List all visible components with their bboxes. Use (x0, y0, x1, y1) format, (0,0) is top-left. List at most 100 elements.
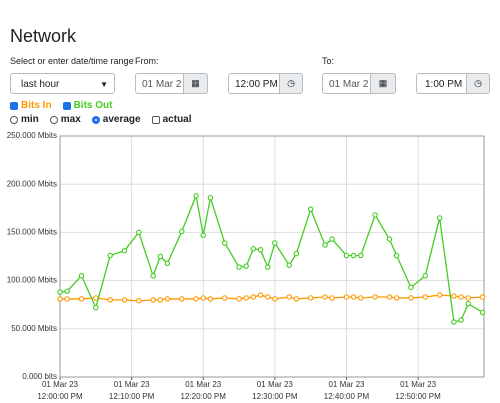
checkbox[interactable] (10, 101, 18, 110)
data-point (243, 263, 249, 269)
x-tick-label: 12:10:00 PM (109, 392, 155, 401)
data-point (293, 296, 300, 302)
data-point (458, 317, 464, 323)
data-point (307, 295, 314, 301)
data-point (236, 264, 242, 270)
data-point (272, 296, 278, 302)
data-point (200, 295, 206, 301)
mode-label: average (102, 114, 141, 125)
x-tick-label: 01 Mar 23 (400, 380, 437, 389)
series-name: Bits Out (73, 100, 113, 111)
data-point (322, 242, 328, 248)
data-point (436, 292, 443, 298)
range-select[interactable]: last hour ▼ (10, 73, 115, 94)
data-point (264, 264, 271, 270)
x-tick-label: 12:00:00 PM (37, 392, 83, 401)
radio[interactable] (91, 115, 100, 124)
data-point (164, 260, 171, 266)
data-point (408, 295, 414, 301)
data-point (264, 294, 271, 300)
series-toggles: Bits In Bits Out (10, 100, 120, 111)
to-time-button[interactable]: ◷ (466, 73, 490, 94)
data-point (451, 293, 457, 299)
data-point (236, 296, 242, 302)
data-point (393, 295, 400, 301)
data-point (250, 294, 257, 300)
mode-option[interactable]: max (49, 114, 81, 125)
y-tick-label: 150.000 Mbits (7, 228, 57, 237)
x-tick-label: 01 Mar 23 (328, 380, 365, 389)
data-point (358, 252, 364, 259)
data-point (307, 206, 314, 213)
data-point (150, 273, 156, 279)
data-point (179, 296, 185, 302)
from-date-button[interactable]: ▦ (183, 73, 208, 94)
data-point (121, 247, 128, 254)
data-point (221, 240, 228, 246)
checkbox[interactable] (62, 101, 71, 110)
x-tick-label: 12:50:00 PM (395, 392, 441, 401)
data-point (465, 300, 471, 307)
mode-option[interactable]: actual (151, 114, 192, 125)
data-point (358, 295, 364, 301)
y-tick-label: 100.000 Mbits (7, 276, 57, 285)
data-point (372, 212, 378, 218)
data-point (207, 296, 214, 302)
data-point (200, 232, 206, 239)
to-label: To: (322, 56, 335, 66)
series-toggle[interactable]: Bits Out (62, 100, 113, 111)
data-point (207, 194, 214, 201)
data-point (221, 295, 228, 301)
mode-label: max (60, 114, 81, 125)
mode-option[interactable]: average (91, 114, 141, 125)
data-point (78, 273, 85, 279)
radio[interactable] (10, 115, 18, 124)
mode-label: actual (162, 114, 192, 125)
series-name: Bits In (21, 100, 52, 111)
data-point (136, 298, 142, 304)
data-point (343, 294, 350, 300)
data-point (293, 250, 300, 257)
data-point (150, 297, 156, 303)
x-tick-label: 12:40:00 PM (324, 392, 370, 401)
data-point (322, 294, 328, 300)
from-time[interactable]: 12:00 PM (228, 73, 281, 94)
data-point (257, 292, 264, 298)
data-point (243, 295, 249, 301)
range-value: last hour (21, 79, 60, 90)
data-point (408, 284, 414, 291)
y-tick-label: 200.000 Mbits (7, 179, 57, 188)
data-point (422, 273, 429, 279)
y-tick-label: 50.000 Mbits (11, 324, 57, 333)
data-point (93, 295, 99, 301)
x-tick-label: 01 Mar 23 (185, 380, 222, 389)
data-point (157, 297, 164, 303)
x-tick-label: 01 Mar 23 (257, 380, 294, 389)
data-point (136, 229, 142, 236)
checkbox[interactable] (151, 115, 160, 124)
data-point (57, 289, 63, 295)
data-point (93, 304, 99, 311)
data-point (121, 297, 128, 303)
plot-border (59, 135, 485, 378)
from-time-button[interactable]: ◷ (279, 73, 303, 94)
data-point (57, 296, 63, 302)
radio[interactable] (49, 115, 58, 124)
mode-option[interactable]: min (10, 114, 39, 125)
data-point (107, 297, 113, 303)
data-point (350, 294, 357, 300)
to-date-button[interactable]: ▦ (370, 73, 396, 94)
data-point (343, 252, 350, 259)
data-point (250, 246, 257, 252)
data-point (272, 240, 278, 246)
data-point (465, 295, 471, 301)
data-point (329, 236, 335, 242)
x-tick-label: 12:20:00 PM (181, 392, 227, 401)
series-toggle[interactable]: Bits In (10, 100, 52, 111)
data-point (479, 309, 486, 316)
data-point (386, 294, 393, 300)
data-point (64, 288, 70, 294)
data-point (386, 236, 393, 242)
